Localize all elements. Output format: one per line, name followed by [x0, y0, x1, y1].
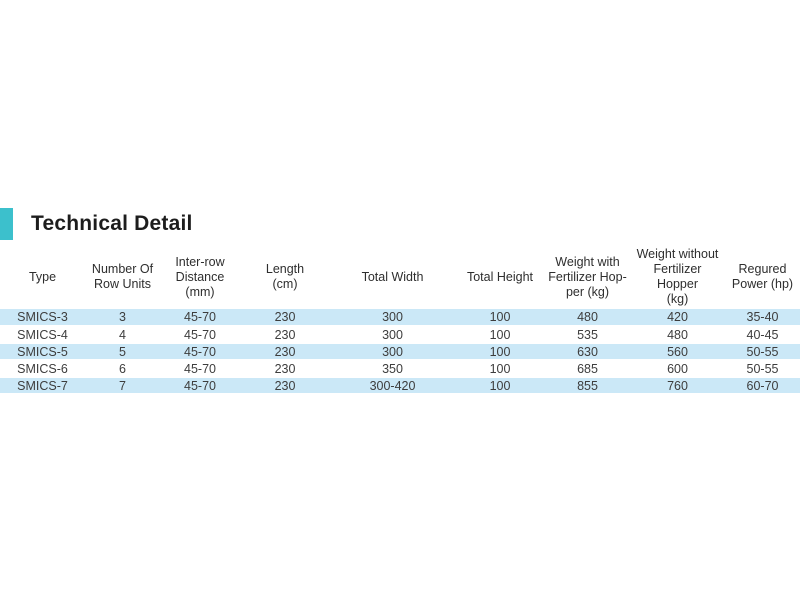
table-cell: 300: [330, 309, 455, 327]
table-cell: 45-70: [160, 343, 240, 361]
column-header: Inter-row Distance (mm): [175, 254, 225, 299]
title-accent-bar: [0, 208, 13, 240]
column-header: Total Width: [361, 269, 424, 284]
table-cell: 5: [85, 343, 160, 361]
table-cell: 35-40: [725, 309, 800, 327]
table-cell: 45-70: [160, 326, 240, 344]
table-cell: 50-55: [725, 360, 800, 378]
table-cell: 300-420: [330, 377, 455, 395]
table-cell: 685: [545, 360, 630, 378]
table-cell: 45-70: [160, 360, 240, 378]
column-header: Regured Power (hp): [731, 262, 794, 291]
table-header: Type Number Of Row Units Inter-row Distanc…: [0, 245, 800, 309]
table-cell: 100: [455, 309, 545, 327]
table-row: SMICS-6 6 45-70 230 350 100 685 600 50-55: [0, 360, 800, 378]
table-cell: 760: [630, 377, 725, 395]
table-cell: 100: [455, 326, 545, 344]
table-cell: 100: [455, 360, 545, 378]
table-cell: SMICS-6: [0, 360, 85, 378]
column-header: Total Height: [466, 269, 533, 284]
table-cell: 230: [240, 360, 330, 378]
table-cell: 4: [85, 326, 160, 344]
table-cell: 50-55: [725, 343, 800, 361]
column-header: Type: [28, 269, 57, 284]
table-cell: 480: [630, 326, 725, 344]
table-cell: 300: [330, 326, 455, 344]
table-cell: SMICS-3: [0, 309, 85, 327]
table-cell: 3: [85, 309, 160, 327]
table-cell: 600: [630, 360, 725, 378]
table-cell: 560: [630, 343, 725, 361]
table-cell: 100: [455, 377, 545, 395]
table-cell: 40-45: [725, 326, 800, 344]
technical-detail-table: Type Number Of Row Units Inter-row Distanc…: [0, 245, 800, 395]
table-cell: 630: [545, 343, 630, 361]
table-cell: 230: [240, 326, 330, 344]
column-header: Weight without Fertilizer Hopper (kg): [636, 247, 719, 306]
section-title-block: Technical Detail: [0, 208, 193, 240]
table-cell: 420: [630, 309, 725, 327]
table-row: SMICS-4 4 45-70 230 300 100 535 480 40-45: [0, 326, 800, 344]
table-cell: SMICS-7: [0, 377, 85, 395]
table-cell: 100: [455, 343, 545, 361]
table-cell: 300: [330, 343, 455, 361]
column-header: Number Of Row Units: [91, 262, 154, 291]
table-cell: 480: [545, 309, 630, 327]
table-cell: 60-70: [725, 377, 800, 395]
table-cell: 230: [240, 343, 330, 361]
table-cell: 855: [545, 377, 630, 395]
table-body: SMICS-3 3 45-70 230 300 100 480 420 35-40 SMICS-4…: [0, 309, 800, 395]
column-header: Length (cm): [265, 262, 305, 291]
table-cell: SMICS-4: [0, 326, 85, 344]
table-row: SMICS-7 7 45-70 230 300-420 100 855 760 60-70: [0, 377, 800, 395]
table-cell: 230: [240, 309, 330, 327]
table-cell: 350: [330, 360, 455, 378]
table-cell: 7: [85, 377, 160, 395]
table-header-row: Type Number Of Row Units Inter-row Distanc…: [0, 245, 800, 309]
table-row: SMICS-3 3 45-70 230 300 100 480 420 35-40: [0, 309, 800, 327]
table-cell: 45-70: [160, 377, 240, 395]
table-cell: 6: [85, 360, 160, 378]
section-title: Technical Detail: [31, 212, 193, 235]
table-cell: 535: [545, 326, 630, 344]
table-cell: SMICS-5: [0, 343, 85, 361]
table-cell: 45-70: [160, 309, 240, 327]
column-header: Weight with Fertilizer Hop- per (kg): [548, 254, 627, 299]
table-row: SMICS-5 5 45-70 230 300 100 630 560 50-55: [0, 343, 800, 361]
table-cell: 230: [240, 377, 330, 395]
